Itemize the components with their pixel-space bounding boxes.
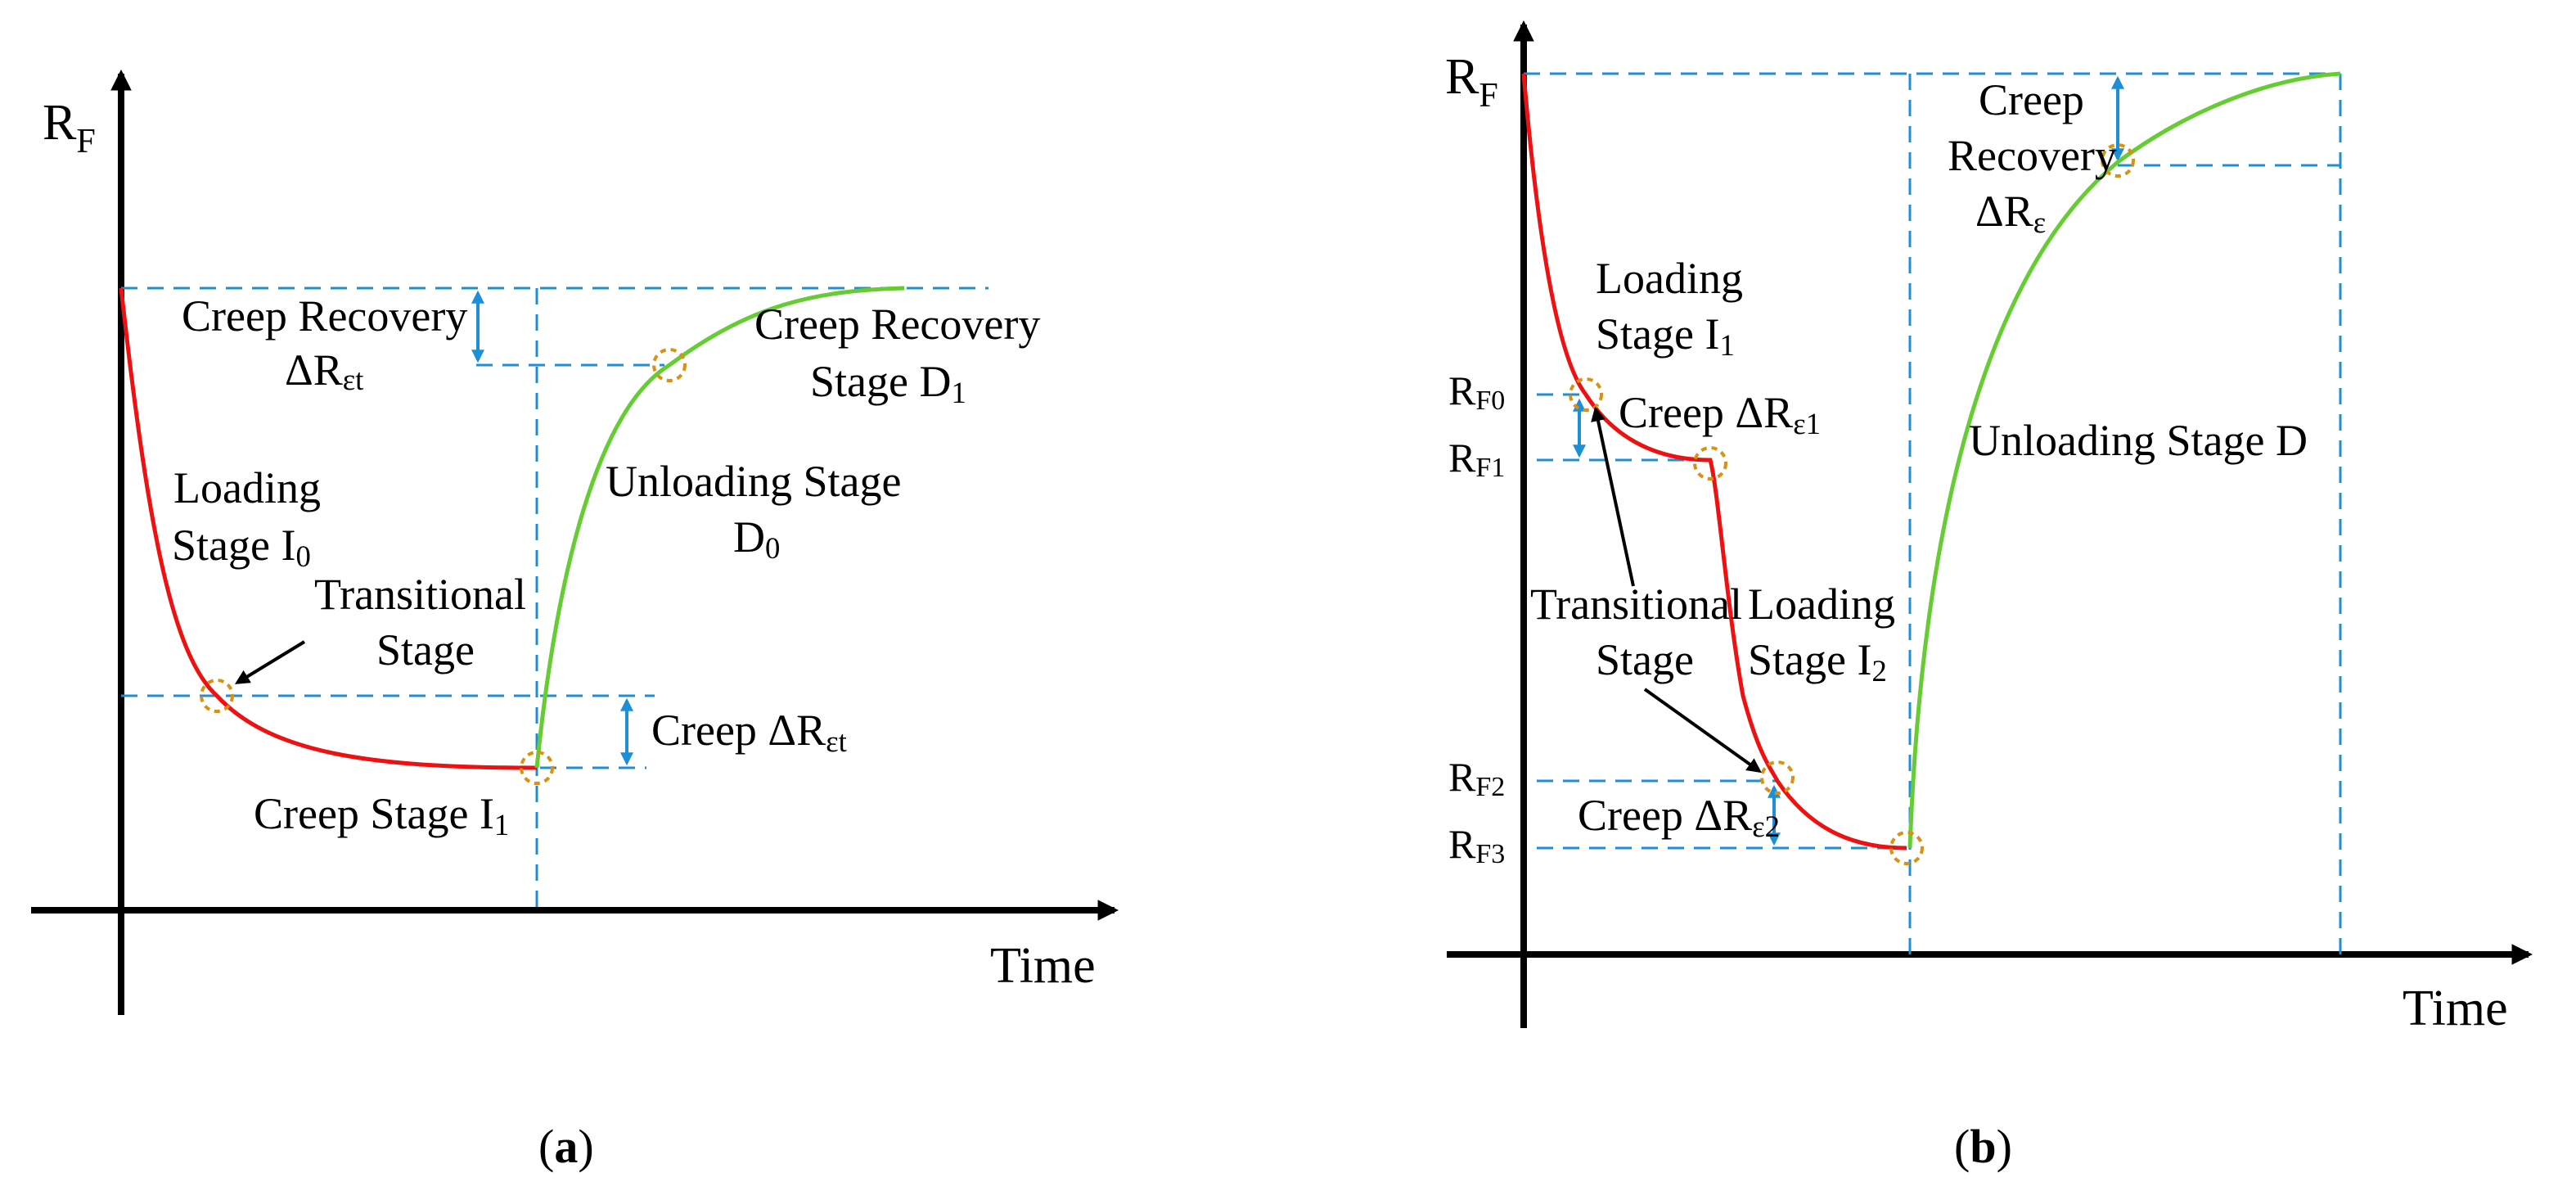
panel-b-rf3-marker [1889,831,1924,865]
panel-a-transition-marker [200,679,234,713]
panel-a-transitional-line1: Transitional [314,570,526,619]
panel-a-creep-stage-label: Creep Stage I1 [254,789,509,841]
panel-a-creep-recovery-stage-line1: Creep Recovery [754,300,1040,349]
panel-b-transitional-line2: Stage [1596,635,1694,684]
panel-a-creep-end-marker [520,751,554,785]
panel-b-x-axis-label: Time [2403,981,2508,1036]
panel-b-level-rf3: RF3 [1448,821,1505,869]
panel-a-loading-stage-line2: Stage I0 [172,521,311,573]
panel-a-transitional-line2: Stage [376,625,475,674]
panel-b-rf0-marker [1569,377,1603,412]
panel-b-transitional-line1: Transitional [1530,580,1742,629]
panel-b-loading-stage-2-line1: Loading [1748,580,1895,629]
panel-a-x-axis-label: Time [990,938,1096,994]
panel-a-unloading-stage-line2: D0 [733,512,780,565]
panel-b-creep-delta-2-label: Creep ΔRε2 [1578,791,1780,843]
panel-b-creep-recovery-line3: ΔRε [1975,187,2046,239]
panel-a-y-axis-label: RF [43,95,96,160]
panel-b-loading-curve [1521,73,1907,850]
panel-b-y-axis-label: RF [1445,49,1498,115]
panel-a-creep-recovery-delta-line2: ΔRεt [285,345,363,396]
panel-a-creep-delta-label: Creep ΔRεt [651,706,847,758]
panel-b-loading-stage-1-line2: Stage I1 [1596,309,1735,362]
panel-a-loading-curve [119,287,538,770]
panel-a-caption: (a) [538,1120,594,1173]
panel-b-level-rf1: RF1 [1448,435,1505,483]
panel-b-loading-stage-1-line1: Loading [1596,254,1743,303]
panel-b-creep-recovery-line2: Recovery [1948,131,2117,180]
panel-b-creep-delta-1-label: Creep ΔRε1 [1619,388,1821,440]
panel-b-loading-stage-2-line2: Stage I2 [1748,635,1887,688]
panel-a-transition-pointer [234,640,306,684]
panel-b-rf1-marker [1693,446,1727,480]
panel-b-level-rf2: RF2 [1448,754,1505,802]
panel-b-unloading-stage-label: Unloading Stage D [1969,416,2308,465]
panel-a-creep-recovery-stage-line2: Stage D1 [810,357,966,409]
panel-a: RF Time Creep Recovery ΔRεt Creep Recove… [31,69,1119,1173]
panel-b-creep-recovery-line1: Creep [1979,75,2084,124]
panel-b-rf2-marker [1760,760,1795,795]
panel-b-unloading-curve [1907,71,2341,849]
panel-b-transition-pointer-1 [1591,406,1635,587]
panel-b-level-rf0: RF0 [1448,368,1505,416]
panel-b: RF Time Creep Recovery ΔRε Loading Stage… [1445,20,2533,1173]
panel-b-caption: (b) [1954,1120,2012,1173]
panel-a-creep-recovery-delta-line1: Creep Recovery [182,291,467,341]
panel-a-loading-stage-line1: Loading [173,463,321,512]
panel-a-recovery-marker [652,348,687,382]
panel-b-recovery-marker [2101,143,2135,178]
panel-b-transition-pointer-2 [1643,688,1762,774]
panel-a-unloading-curve [534,286,905,769]
panel-a-unloading-stage-line1: Unloading Stage [606,457,901,506]
